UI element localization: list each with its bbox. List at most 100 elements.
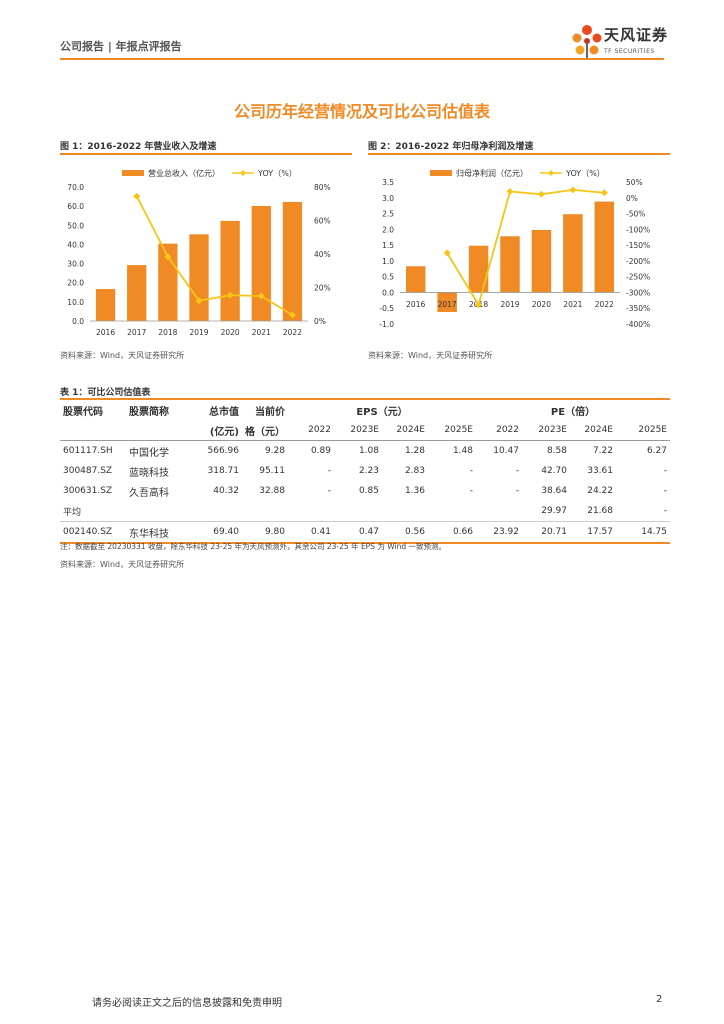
- y-left-tick-label: 1.0: [382, 257, 394, 266]
- value-cell: 33.61: [587, 466, 613, 476]
- table-body: 601117.SH 中国化学 566.96 9.28 0.89 1.08 1.28 1.48 1…: [60, 441, 670, 544]
- value-cell: 0.89: [310, 446, 331, 456]
- value-cell: 24.22: [587, 486, 613, 496]
- y-right-tick-label: 80%: [314, 183, 331, 192]
- bar: [468, 245, 489, 293]
- y-left-tick-label: 0.0: [382, 288, 394, 297]
- year-header: 2025E: [616, 420, 670, 441]
- footer-disclaimer: 请务必阅读正文之后的信息披露和免责申明: [92, 998, 282, 1009]
- x-tick-label: 2022: [595, 300, 614, 309]
- bar: [251, 205, 271, 321]
- value-cell: [334, 501, 382, 522]
- logo-english-name: TF SECURITIES: [604, 48, 655, 55]
- value-cell: 2.23: [358, 466, 379, 476]
- value-cell: -: [327, 486, 331, 496]
- stock-name-cell: 中国化学: [129, 447, 169, 459]
- bar: [189, 234, 209, 321]
- x-tick-label: 2021: [563, 300, 582, 309]
- y-left-tick-label: 40.0: [67, 240, 84, 249]
- y-left-tick-label: 3.5: [382, 178, 394, 187]
- x-tick-label: 2016: [96, 328, 115, 337]
- x-tick-label: 2016: [406, 300, 425, 309]
- value-cell: 21.68: [570, 501, 616, 522]
- value-cell: -: [469, 466, 473, 476]
- value-cell: -: [515, 466, 519, 476]
- value-cell: [242, 501, 288, 522]
- legend-line-marker: [240, 170, 246, 176]
- y-left-tick-label: 50.0: [67, 221, 84, 230]
- y-right-tick-label: -100%: [626, 225, 650, 234]
- year-header: 2023E: [522, 420, 570, 441]
- value-cell: 1.36: [404, 486, 425, 496]
- value-cell: 0.47: [334, 521, 382, 544]
- value-cell: 2.83: [404, 466, 425, 476]
- header-price-unit: 格（元）: [242, 420, 288, 441]
- value-cell: 9.80: [242, 521, 288, 544]
- yoy-point: [226, 291, 234, 299]
- value-cell: 38.64: [541, 486, 567, 496]
- value-cell: 0.56: [382, 521, 428, 544]
- value-cell: 14.75: [616, 521, 670, 544]
- header-name: 股票简称: [129, 406, 169, 418]
- x-tick-label: 2017: [438, 300, 457, 309]
- y-right-tick-label: 40%: [314, 250, 331, 259]
- bar: [282, 201, 303, 321]
- value-cell: 318.71: [207, 466, 240, 476]
- table-title: 表 1：可比公司估值表: [60, 388, 151, 398]
- value-cell: 7.22: [592, 446, 613, 456]
- table-row: 300487.SZ 蓝晓科技 318.71 95.11 - 2.23 2.83 - - 42.70…: [60, 461, 670, 481]
- yoy-line: [446, 188, 605, 307]
- header-code: 股票代码: [63, 406, 103, 418]
- y-left-tick-label: -1.0: [379, 320, 394, 329]
- value-cell: 1.08: [358, 446, 379, 456]
- value-cell: 20.71: [522, 521, 570, 544]
- table-note: 注：数据截至 20230331 收盘，除东华科技 23-25 年为天风预测外，其…: [60, 542, 446, 551]
- bar: [437, 292, 457, 313]
- stock-name-cell: [126, 501, 192, 522]
- y-right-tick-label: -300%: [626, 288, 650, 297]
- revenue-chart: 营业总收入（亿元） YOY（%） 0.0 10.0 20.0 30.0 40.0 50.0 60…: [67, 168, 331, 337]
- bar: [405, 266, 426, 293]
- y-right-tick-label: 60%: [314, 217, 331, 226]
- value-cell: 17.57: [570, 521, 616, 544]
- legend-line-marker: [548, 170, 554, 176]
- x-tick-label: 2021: [252, 328, 271, 337]
- report-type-label: 公司报告 | 年报点评报告: [60, 40, 182, 53]
- y-left-tick-label: 3.0: [382, 194, 394, 203]
- value-cell: 0.41: [288, 521, 334, 544]
- valuation-table: 股票代码 股票简称 总市值 当前价 EPS（元） PE（倍） (亿元) 格（元）…: [60, 400, 670, 544]
- value-cell: 32.88: [259, 486, 285, 496]
- yoy-point: [537, 190, 545, 198]
- x-tick-label: 2022: [283, 328, 302, 337]
- value-cell: 9.28: [264, 446, 285, 456]
- figure1-title: 图 1：2016-2022 年营业收入及增速: [60, 142, 217, 152]
- y-right-tick-label: -350%: [626, 304, 650, 313]
- table-top-divider: [60, 398, 670, 400]
- flower-logo-icon: [572, 25, 602, 60]
- tf-securities-logo: 天风证券 TF SECURITIES: [570, 22, 670, 62]
- page-number: 2: [656, 994, 663, 1005]
- yoy-point: [195, 297, 203, 305]
- year-header: 2025E: [428, 420, 476, 441]
- stock-code-cell: 002140.SZ: [60, 521, 126, 544]
- yoy-point: [475, 301, 483, 309]
- yoy-point: [288, 311, 296, 319]
- header-mcap-unit: (亿元): [192, 420, 242, 441]
- y-left-tick-label: 2.5: [382, 210, 394, 219]
- bar: [531, 229, 552, 293]
- year-header: 2024E: [382, 420, 428, 441]
- x-tick-label: 2020: [532, 300, 551, 309]
- y-right-tick-label: 0%: [314, 317, 326, 326]
- value-cell: [192, 501, 242, 522]
- legend-bar-label: 归母净利润（亿元）: [456, 168, 528, 178]
- y-right-tick-label: 0%: [626, 194, 638, 203]
- value-cell: -: [663, 466, 667, 476]
- value-cell: 1.28: [404, 446, 425, 456]
- value-cell: 566.96: [207, 446, 240, 456]
- logo-chinese-name: 天风证券: [604, 26, 669, 44]
- yoy-point: [133, 192, 141, 200]
- value-cell: 0.66: [428, 521, 476, 544]
- table-row: 平均 29.97 21.68-: [60, 501, 670, 522]
- header-divider: [60, 58, 664, 60]
- value-cell: [476, 501, 522, 522]
